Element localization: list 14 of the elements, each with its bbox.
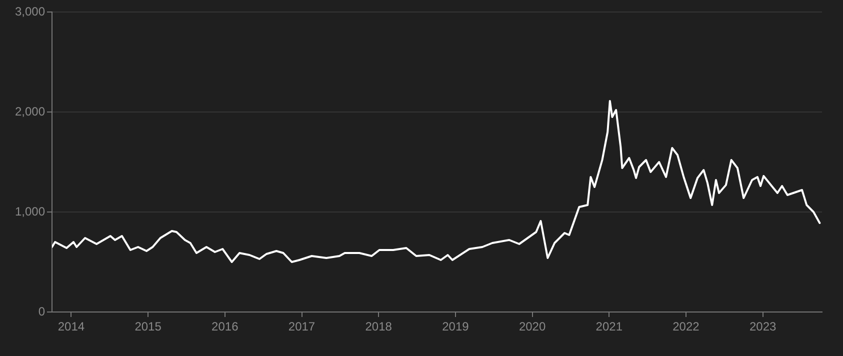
x-tick-label: 2018: [365, 320, 392, 334]
y-tick-label: 0: [38, 304, 46, 318]
x-tick-label: 2019: [442, 320, 470, 334]
y-tick-label: 3,000: [14, 4, 46, 18]
x-tick-label: 2014: [58, 320, 85, 334]
x-tick-label: 2023: [749, 320, 776, 334]
x-tick-label: 2015: [134, 320, 162, 334]
x-tick-label: 2021: [596, 320, 623, 334]
x-tick-label: 2022: [672, 320, 700, 334]
x-tick-label: 2020: [518, 320, 546, 334]
x-tick-label: 2016: [212, 320, 239, 334]
y-tick-label: 1,000: [14, 204, 46, 218]
y-tick-label: 2,000: [14, 104, 46, 118]
x-tick-label: 2017: [288, 320, 316, 334]
